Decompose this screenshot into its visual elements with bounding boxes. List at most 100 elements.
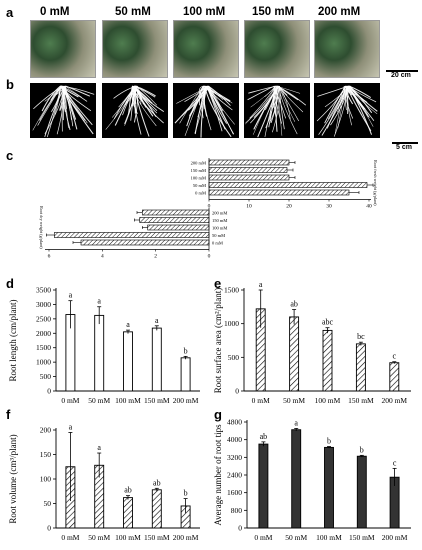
y-tick-label: 800 — [231, 506, 243, 515]
bar — [324, 446, 334, 529]
y-tick-label: 1500 — [36, 343, 51, 352]
y-tick-label: 1500 — [224, 286, 239, 295]
x-tick-label: 200 mM — [173, 396, 199, 405]
y-tick-label: 2500 — [36, 314, 51, 323]
scale-label-a: 20 cm — [391, 72, 411, 79]
y-tick-label: 500 — [40, 372, 52, 381]
root-scan-0mm — [30, 83, 96, 138]
root-strands — [105, 85, 165, 137]
fresh-bar — [208, 189, 350, 196]
plant-photo-100mm — [173, 20, 239, 78]
conc-header-1: 50 mM — [115, 6, 151, 18]
dry-tick-label: 2 — [154, 254, 157, 260]
y-tick-label: 1000 — [224, 319, 239, 328]
panel-label-a: a — [6, 5, 14, 20]
significance-letter: a — [69, 291, 73, 300]
dry-bar — [54, 232, 210, 238]
y-tick-label: 100 — [40, 475, 52, 484]
x-tick-label: 100 mM — [115, 533, 141, 542]
root-strands — [316, 85, 378, 137]
x-tick-label: 0 mM — [252, 396, 270, 405]
fresh-category-label: 0 mM — [195, 191, 206, 196]
fresh-tick-label: 40 — [366, 204, 372, 210]
significance-letter: ab — [290, 300, 298, 309]
x-tick-label: 100 mM — [115, 396, 141, 405]
fresh-tick-label: 0 — [208, 204, 211, 210]
y-tick-label: 1000 — [36, 358, 51, 367]
y-tick-label: 3500 — [36, 286, 51, 295]
panel-label-g: g — [214, 407, 222, 422]
bar — [180, 357, 191, 392]
panel-label-d: d — [6, 276, 14, 291]
significance-letter: ab — [153, 478, 161, 487]
root-strands — [174, 85, 235, 138]
dry-category-label: 50 mM — [212, 233, 225, 238]
bar — [322, 329, 333, 392]
x-tick-label: 200 mM — [382, 533, 408, 542]
bar — [289, 316, 300, 392]
plant-photo-150mm — [244, 20, 310, 78]
bar — [258, 443, 269, 529]
dry-category-label: 150 mM — [212, 218, 227, 223]
scale-bar-b — [392, 142, 418, 144]
bar — [123, 497, 133, 529]
y-tick-label: 4800 — [227, 418, 242, 427]
dry-axis-title: Root dry weight (g/plant) — [39, 206, 44, 249]
x-tick-label: 150 mM — [144, 533, 170, 542]
panel-label-f: f — [6, 407, 11, 422]
significance-letter: c — [393, 352, 397, 361]
chart-f: 0 50 100 150 200 Root volume (cm³/plant) a 0 mM… — [8, 422, 200, 542]
conc-header-3: 150 mM — [252, 6, 295, 18]
fresh-bar — [208, 167, 288, 173]
bar — [94, 314, 105, 392]
significance-letter: a — [259, 280, 263, 289]
significance-letter: b — [184, 489, 188, 498]
fresh-bar — [208, 174, 290, 181]
y-tick-label: 2400 — [227, 471, 242, 480]
y-tick-label: 500 — [228, 353, 240, 362]
significance-letter: b — [184, 346, 188, 355]
panel-label-b: b — [6, 77, 14, 92]
bar — [123, 331, 133, 392]
significance-letter: a — [97, 297, 101, 306]
dry-tick-label: 6 — [48, 254, 51, 260]
y-tick-label: 0 — [47, 387, 51, 396]
scale-label-b: 5 cm — [396, 144, 412, 151]
chart-d: 0 500 1000 1500 2000 2500 3000 3500 Root length … — [8, 286, 200, 405]
root-scan-100mm — [173, 83, 239, 138]
fresh-bar — [208, 159, 290, 166]
y-tick-label: 50 — [44, 499, 52, 508]
dry-tick-label: 0 — [208, 254, 211, 260]
y-tick-label: 200 — [40, 426, 52, 435]
significance-letter: a — [69, 422, 73, 431]
panel-label-e: e — [214, 276, 222, 291]
dry-bar — [147, 224, 210, 231]
fresh-category-label: 200 mM — [191, 161, 206, 166]
y-axis-title: Root surface area (cm²/plant) — [213, 288, 223, 393]
significance-letter: a — [155, 316, 159, 325]
x-tick-label: 0 mM — [61, 396, 79, 405]
x-tick-label: 200 mM — [173, 533, 199, 542]
y-tick-label: 3200 — [227, 453, 242, 462]
x-tick-label: 150 mM — [144, 396, 170, 405]
plant-photo-200mm — [314, 20, 380, 78]
fresh-category-label: 150 mM — [191, 168, 206, 173]
plant-photo-50mm — [102, 20, 168, 78]
fresh-category-label: 100 mM — [191, 176, 206, 181]
x-tick-label: 50 mM — [88, 396, 110, 405]
fresh-tick-label: 30 — [326, 204, 332, 210]
dry-category-label: 200 mM — [212, 211, 227, 216]
y-tick-label: 4000 — [227, 435, 242, 444]
y-axis-title: Root volume (cm³/plant) — [8, 434, 18, 523]
y-tick-label: 3000 — [36, 300, 51, 309]
dry-bar — [142, 209, 210, 216]
significance-letter: ab — [260, 432, 268, 441]
plant-photo-0mm — [30, 20, 96, 78]
fresh-bar — [208, 182, 368, 188]
x-tick-label: 100 mM — [316, 533, 342, 542]
significance-letter: a — [97, 443, 101, 452]
y-axis-title: Average number of root tips — [213, 424, 223, 526]
bar — [151, 489, 162, 529]
dry-bar — [139, 217, 210, 223]
x-tick-label: 200 mM — [381, 396, 407, 405]
